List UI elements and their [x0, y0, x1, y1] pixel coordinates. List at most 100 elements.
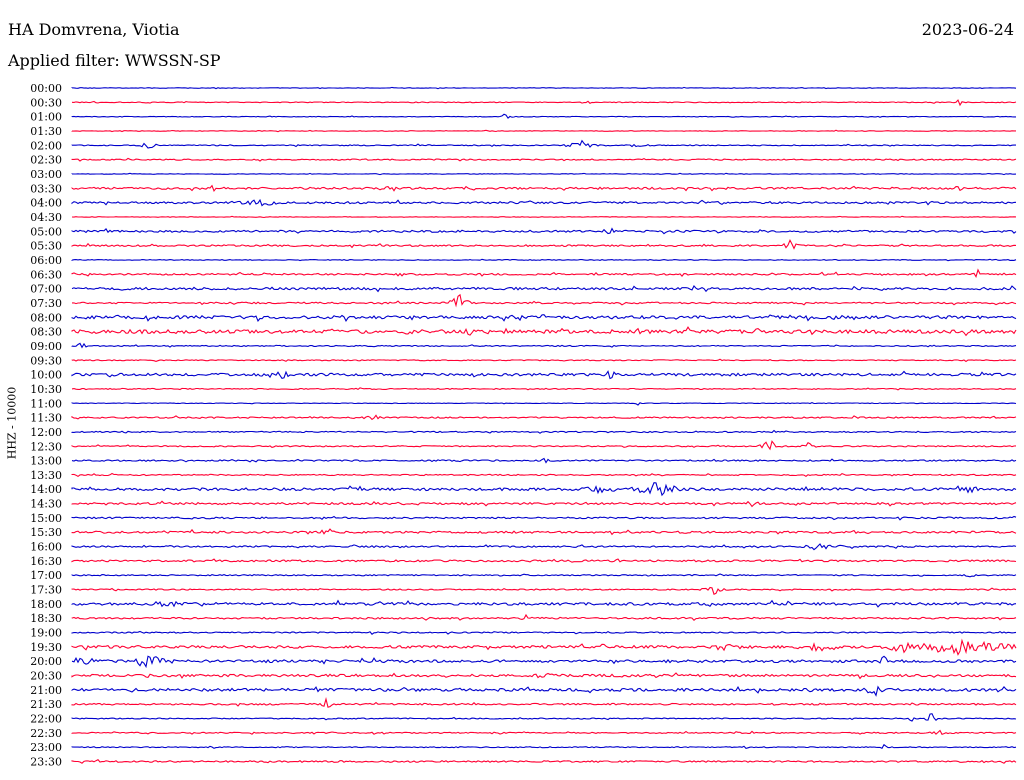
time-tick-label: 20:30	[30, 670, 62, 683]
seismic-trace	[71, 472, 1017, 478]
time-tick-label: 23:30	[30, 756, 62, 769]
time-tick-label: 14:30	[30, 498, 62, 511]
seismic-trace	[71, 573, 1017, 578]
time-tick-label: 12:30	[30, 440, 62, 453]
seismic-trace	[71, 184, 1017, 193]
seismic-trace	[71, 227, 1017, 235]
time-tick-label: 23:00	[30, 741, 62, 754]
time-tick-label: 20:00	[30, 655, 62, 668]
time-tick-label: 17:30	[30, 584, 62, 597]
seismic-trace	[71, 586, 1017, 595]
time-tick-label: 17:00	[30, 569, 62, 582]
time-tick-label: 08:00	[30, 311, 62, 324]
time-tick-label: 13:00	[30, 455, 62, 468]
time-tick-label: 11:00	[30, 397, 62, 410]
seismic-trace	[71, 139, 1016, 149]
seismic-trace	[71, 613, 1017, 621]
time-tick-label: 21:30	[30, 698, 62, 711]
time-tick-label: 01:00	[30, 111, 62, 124]
seismic-trace	[71, 129, 1016, 133]
time-tick-label: 05:30	[30, 240, 62, 253]
time-tick-label: 18:00	[30, 598, 62, 611]
filter-label: Applied filter: WWSSN-SP	[8, 51, 221, 70]
seismic-trace	[71, 370, 1017, 380]
seismic-trace	[71, 268, 1017, 279]
seismic-trace	[71, 239, 1017, 250]
seismic-trace	[71, 326, 1017, 337]
seismic-trace	[71, 172, 1017, 176]
time-tick-label: 19:30	[30, 641, 62, 654]
seismic-trace	[71, 759, 1017, 764]
time-tick-label: 09:30	[30, 354, 62, 367]
seismic-trace	[71, 543, 1017, 551]
time-tick-label: 03:30	[30, 182, 62, 195]
time-tick-label: 13:30	[30, 469, 62, 482]
time-tick-label: 21:00	[30, 684, 62, 697]
time-tick-label: 16:30	[30, 555, 62, 568]
time-tick-label: 07:30	[30, 297, 62, 310]
seismic-trace	[71, 215, 1017, 219]
time-tick-label: 06:30	[30, 268, 62, 281]
trace-group	[71, 86, 1017, 764]
seismic-trace	[71, 672, 1017, 680]
seismic-trace	[71, 285, 1017, 293]
record-date: 2023-06-24	[921, 20, 1014, 39]
seismic-trace	[71, 401, 1017, 406]
seismic-trace	[71, 713, 1017, 722]
seismic-trace	[71, 429, 1017, 434]
time-tick-label: 07:00	[30, 283, 62, 296]
seismic-trace	[71, 157, 1017, 162]
time-tick-label: 15:30	[30, 526, 62, 539]
seismic-trace	[72, 293, 1017, 308]
time-tick-label: 14:00	[30, 483, 62, 496]
time-tick-label: 18:30	[30, 612, 62, 625]
seismic-trace	[71, 113, 1016, 119]
seismic-trace	[71, 515, 1017, 521]
time-tick-label: 02:00	[30, 139, 62, 152]
time-tick-label: 16:00	[30, 541, 62, 554]
seismic-trace	[71, 696, 1017, 708]
seismic-trace	[71, 457, 1017, 464]
time-tick-label: 00:30	[30, 96, 62, 109]
time-tick-label: 09:00	[30, 340, 62, 353]
seismic-trace	[71, 198, 1017, 207]
seismic-trace	[71, 743, 1017, 750]
seismic-trace	[71, 500, 1017, 508]
seismic-trace	[71, 86, 1017, 90]
time-tick-label: 19:00	[30, 627, 62, 640]
time-tick-label: 06:00	[30, 254, 62, 267]
seismic-trace	[71, 258, 1017, 262]
time-tick-label: 08:30	[30, 326, 62, 339]
time-tick-label: 11:30	[30, 412, 62, 425]
seismic-trace	[71, 729, 1017, 735]
seismic-trace	[71, 387, 1017, 391]
seismic-trace	[71, 528, 1017, 536]
time-tick-label: 10:00	[30, 369, 62, 382]
time-tick-label: 10:30	[30, 383, 62, 396]
time-tick-label: 04:30	[30, 211, 62, 224]
seismic-trace	[71, 342, 1017, 349]
time-tick-label: 15:00	[30, 512, 62, 525]
seismic-trace	[71, 685, 1017, 697]
seismic-trace	[71, 599, 1017, 608]
time-tick-label: 02:30	[30, 154, 62, 167]
time-tick-label: 00:00	[30, 82, 62, 95]
station-title: HA Domvrena, Viotia	[8, 20, 180, 39]
time-tick-label: 03:00	[30, 168, 62, 181]
time-tick-label: 01:30	[30, 125, 62, 138]
seismic-trace	[71, 414, 1017, 421]
time-tick-label: 04:00	[30, 197, 62, 210]
seismic-trace	[71, 358, 1017, 363]
seismic-trace	[71, 630, 1017, 635]
seismic-trace	[71, 638, 1017, 656]
seismic-trace	[71, 314, 1017, 323]
time-tick-label: 12:00	[30, 426, 62, 439]
time-tick-label: 22:30	[30, 727, 62, 740]
seismic-trace	[71, 440, 1017, 451]
seismic-trace	[71, 99, 1017, 107]
seismic-trace	[71, 482, 1017, 497]
time-tick-label: 05:00	[30, 225, 62, 238]
seismic-trace	[71, 655, 1017, 669]
